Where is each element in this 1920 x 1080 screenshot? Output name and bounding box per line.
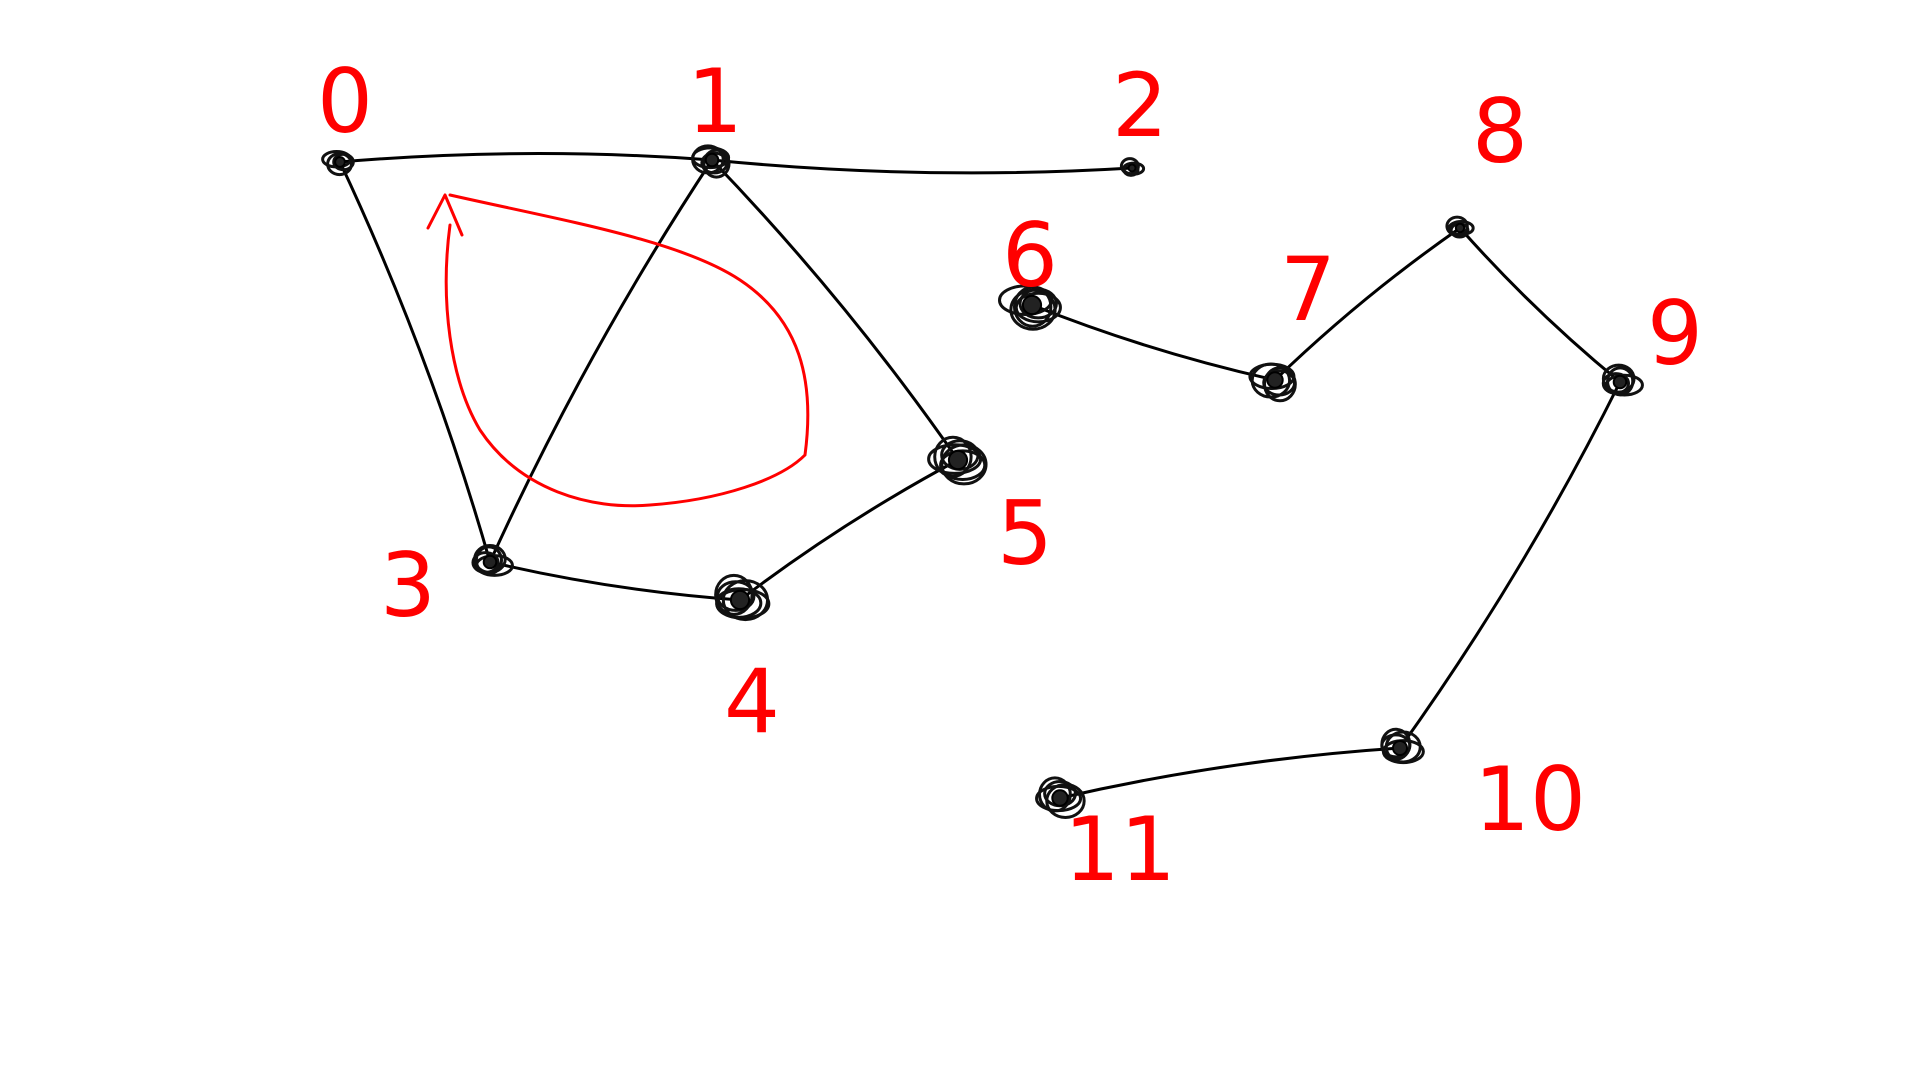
edge-0-3 <box>338 160 492 564</box>
node-7-label: 7 <box>1280 238 1336 341</box>
node-7 <box>1248 362 1297 403</box>
edge-1-5 <box>710 158 960 462</box>
edge-10-11 <box>1058 746 1402 800</box>
cycle-arrowhead <box>426 193 464 237</box>
nodes-layer <box>321 144 1644 819</box>
node-0-core <box>334 156 346 168</box>
edge-4-5 <box>738 458 960 602</box>
node-5-scribble <box>927 443 983 475</box>
node-1-scribble <box>702 148 731 179</box>
cycle-arrow-loop <box>444 193 810 508</box>
edge-1-2 <box>710 158 1134 175</box>
node-5-label: 5 <box>997 482 1053 585</box>
labels-layer: 0 1 2 3 4 5 6 7 8 9 10 11 <box>317 50 1703 901</box>
node-1 <box>691 144 731 179</box>
node-11-core <box>1051 789 1069 807</box>
node-8 <box>1445 215 1475 239</box>
node-3 <box>471 544 514 577</box>
node-4 <box>714 573 771 622</box>
node-2-scribble <box>1122 161 1146 176</box>
node-8-core <box>1454 222 1466 234</box>
node-5-scribble <box>939 449 987 481</box>
node-10-scribble <box>1380 727 1412 761</box>
node-2-label: 2 <box>1112 54 1168 157</box>
node-4-label: 4 <box>724 650 780 753</box>
node-10 <box>1380 727 1425 765</box>
node-5-core <box>947 449 969 471</box>
node-3-label: 3 <box>380 534 436 637</box>
node-6-scribble <box>1009 288 1057 331</box>
node-9 <box>1601 363 1644 397</box>
node-8-scribble <box>1447 219 1475 237</box>
node-11-scribble <box>1038 776 1072 813</box>
node-9-core <box>1612 374 1628 390</box>
node-11 <box>1035 776 1086 819</box>
node-6-scribble <box>1012 285 1053 328</box>
node-2 <box>1119 157 1146 177</box>
edge-7-8 <box>1273 226 1462 382</box>
node-0-scribble <box>321 150 353 169</box>
node-2-core <box>1127 163 1137 173</box>
node-7-scribble <box>1263 366 1297 403</box>
node-3-core <box>482 554 498 570</box>
edge-8-9 <box>1458 226 1622 384</box>
node-0 <box>321 150 355 177</box>
node-6-label: 6 <box>1002 204 1058 307</box>
edge-1-3 <box>488 158 714 564</box>
node-5 <box>927 435 988 486</box>
node-4-scribble <box>714 573 754 616</box>
node-4-core <box>729 589 751 611</box>
node-6-scribble <box>998 284 1054 317</box>
node-8-label: 8 <box>1472 80 1528 183</box>
node-1-core <box>704 152 720 168</box>
cycle-annotation-layer <box>426 193 810 508</box>
node-6 <box>998 284 1062 331</box>
node-1-label: 1 <box>687 50 743 153</box>
node-10-core <box>1392 740 1408 756</box>
node-9-label: 9 <box>1647 282 1703 385</box>
node-9-scribble <box>1606 366 1635 397</box>
node-0-label: 0 <box>317 50 373 153</box>
edge-0-1 <box>338 152 714 164</box>
node-5-scribble <box>933 435 973 478</box>
edge-3-4 <box>488 560 742 602</box>
node-3-scribble <box>474 545 504 576</box>
node-6-scribble <box>1014 291 1062 324</box>
node-11-label: 11 <box>1064 798 1176 901</box>
edge-9-10 <box>1398 380 1622 750</box>
node-7-core <box>1266 371 1284 389</box>
node-10-label: 10 <box>1474 748 1586 851</box>
edge-6-7 <box>1030 303 1277 382</box>
edges-layer <box>338 152 1622 800</box>
node-4-scribble <box>715 587 763 619</box>
node-6-core <box>1021 294 1043 316</box>
